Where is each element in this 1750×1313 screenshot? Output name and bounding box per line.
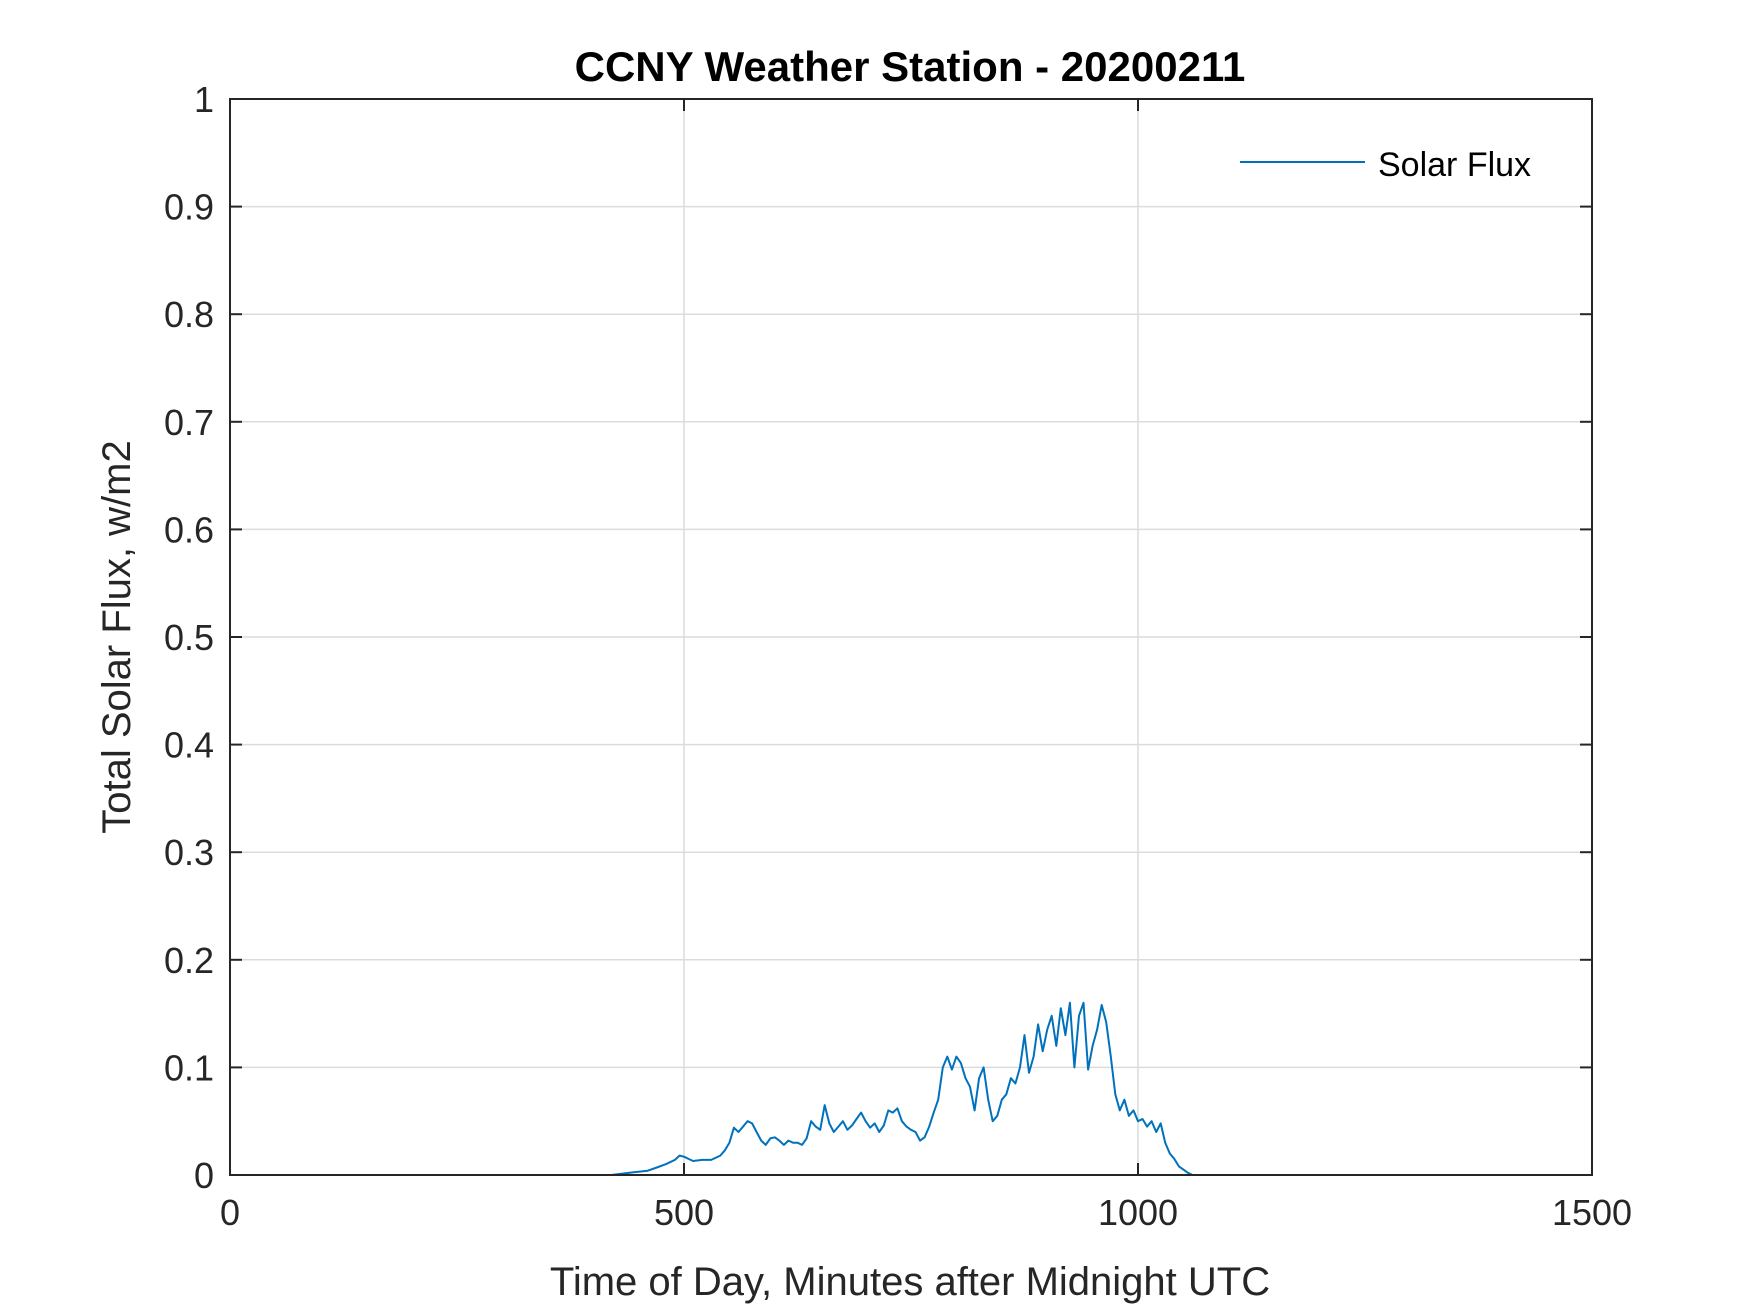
legend-entry-solar-flux: Solar Flux — [1378, 146, 1531, 184]
x-tick-label: 1000 — [1098, 1192, 1178, 1233]
axes-frame — [229, 98, 1593, 1176]
y-tick-label: 1 — [194, 79, 214, 120]
y-tick-label: 0.4 — [164, 725, 214, 766]
y-tick-label: 0.5 — [164, 617, 214, 658]
y-tick-label: 0.7 — [164, 402, 214, 443]
tick-labels: 0 500 1000 1500 0 0.1 0.2 0.3 0.4 0.5 0.6 0.7 0.8 0.9… — [164, 79, 1632, 1233]
x-tick-label: 500 — [654, 1192, 714, 1233]
y-tick-label: 0.3 — [164, 832, 214, 873]
y-axis-label: Total Solar Flux, w/m2 — [95, 440, 139, 833]
x-tick-label: 0 — [220, 1192, 240, 1233]
y-tick-label: 0.8 — [164, 294, 214, 335]
series-line-solar-flux — [230, 1001, 1538, 1176]
x-tick-label: 1500 — [1552, 1192, 1632, 1233]
y-tick-label: 0.2 — [164, 940, 214, 981]
legend: Solar Flux — [1240, 146, 1531, 184]
chart-title: CCNY Weather Station - 20200211 — [575, 43, 1246, 90]
grid-lines — [230, 99, 1592, 1175]
y-tick-label: 0.6 — [164, 509, 214, 550]
y-tick-label: 0 — [194, 1155, 214, 1196]
x-axis-label: Time of Day, Minutes after Midnight UTC — [550, 1260, 1270, 1304]
plot-area — [230, 1001, 1538, 1176]
y-tick-label: 0.1 — [164, 1047, 214, 1088]
y-tick-label: 0.9 — [164, 187, 214, 228]
